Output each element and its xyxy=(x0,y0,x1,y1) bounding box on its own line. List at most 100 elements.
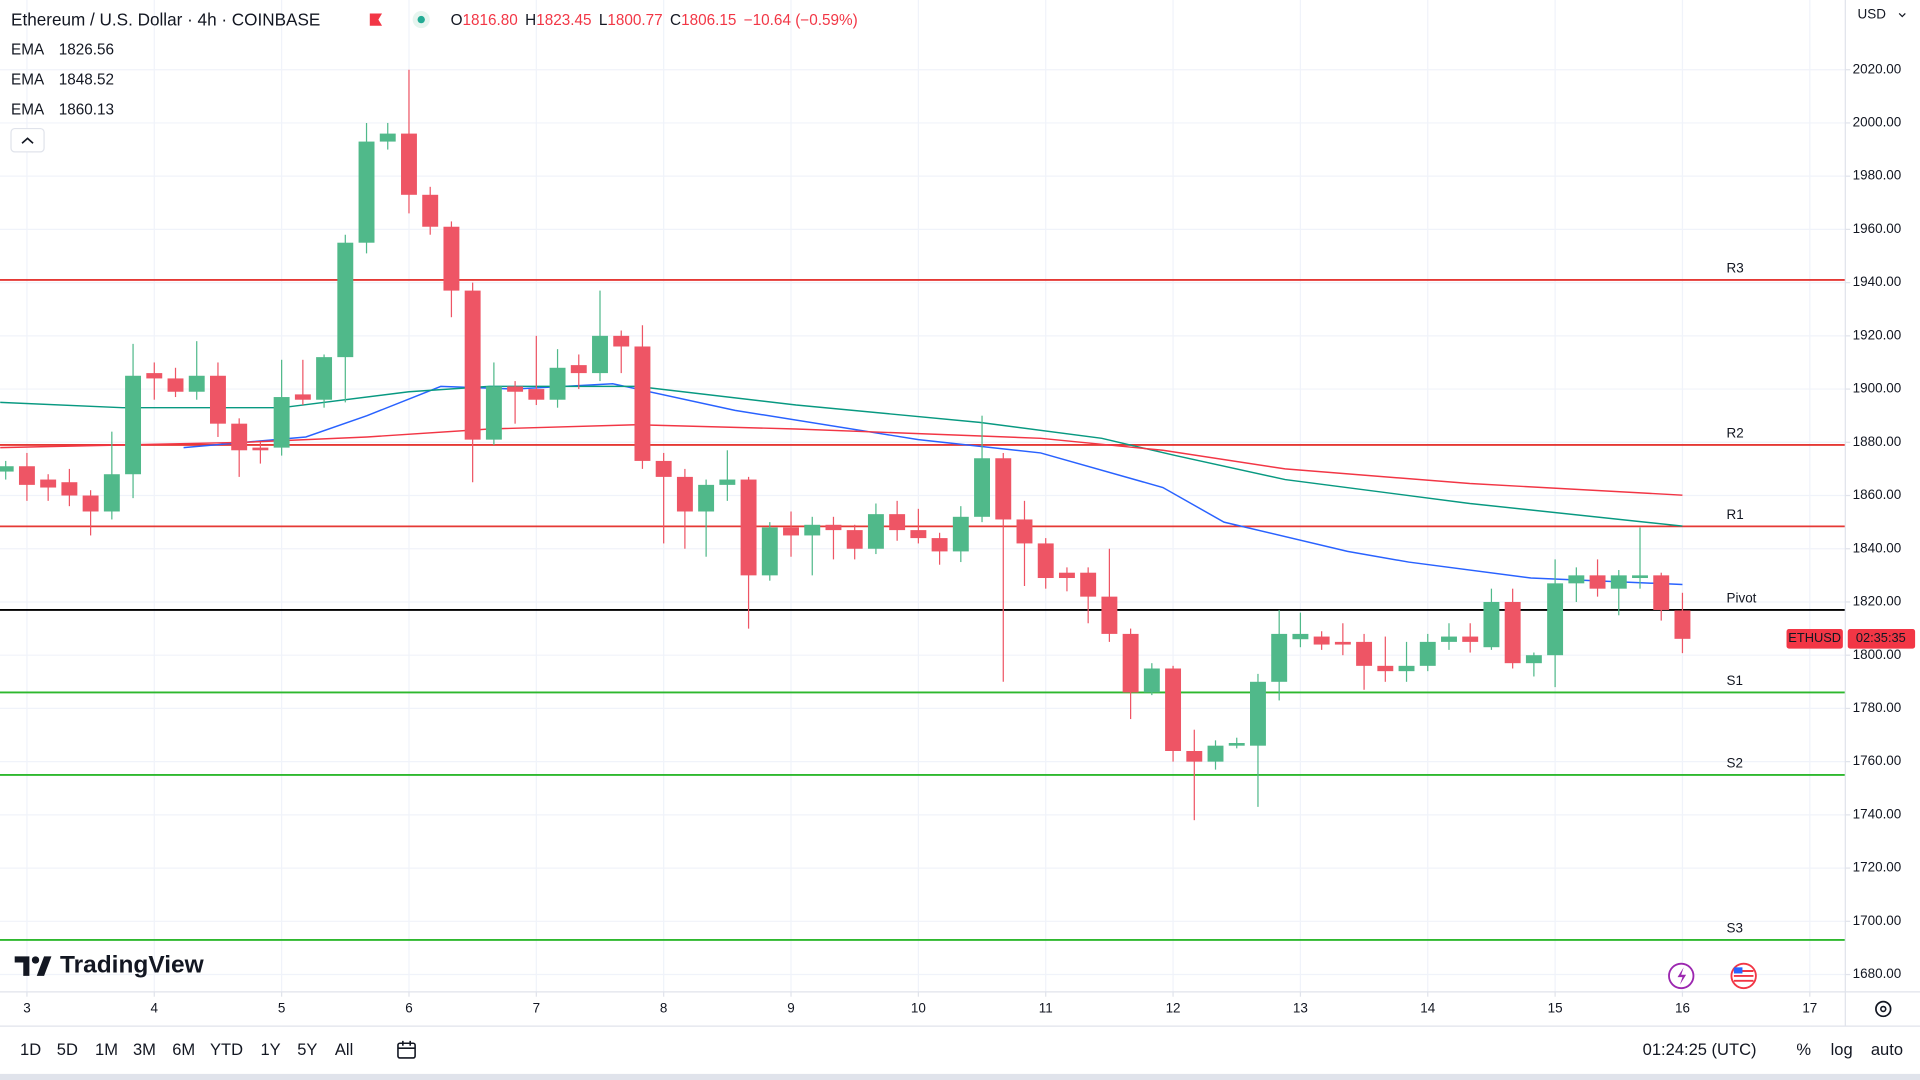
candle-body xyxy=(146,373,163,379)
y-tick-label: 1800.00 xyxy=(1853,647,1902,662)
candle-body xyxy=(1398,665,1415,672)
y-tick-label: 1840.00 xyxy=(1853,540,1902,555)
ohlc-key: C xyxy=(670,12,681,29)
candle-body xyxy=(443,226,460,291)
candle-body xyxy=(231,423,248,451)
ohlc-key: O xyxy=(451,12,463,29)
candle-body xyxy=(783,527,799,536)
candle-body xyxy=(401,133,417,195)
currency[interactable]: USD xyxy=(1858,6,1887,21)
brand-name: TradingView xyxy=(60,952,205,979)
candle-body xyxy=(1080,572,1097,597)
y-tick-label: 1680.00 xyxy=(1853,966,1902,981)
candle-body xyxy=(1122,633,1139,693)
candle-body xyxy=(1165,668,1182,751)
candle-body xyxy=(1441,636,1457,642)
y-tick-label: 1700.00 xyxy=(1853,913,1902,928)
clock: 01:24:25 (UTC) xyxy=(1643,1040,1757,1059)
calendar-icon[interactable] xyxy=(397,1040,416,1059)
scale-option[interactable]: % xyxy=(1796,1040,1811,1059)
ema-name: EMA xyxy=(11,41,45,58)
y-tick-label: 1820.00 xyxy=(1853,594,1902,609)
range-button[interactable]: 3M xyxy=(133,1040,156,1059)
candle-body xyxy=(337,242,354,358)
ema-value: 1848.52 xyxy=(59,71,114,88)
candle-body xyxy=(1186,750,1203,762)
x-tick-label: 3 xyxy=(23,1001,30,1016)
candle-body xyxy=(0,466,14,472)
scale-option[interactable]: auto xyxy=(1871,1040,1903,1059)
candle-body xyxy=(1653,575,1670,610)
candle-body xyxy=(1207,745,1224,762)
candle-body xyxy=(974,458,991,517)
candle-body xyxy=(358,141,375,243)
y-tick-label: 1860.00 xyxy=(1853,487,1902,502)
y-tick-label: 1740.00 xyxy=(1853,806,1902,821)
range-button[interactable]: 1Y xyxy=(261,1040,281,1059)
range-button[interactable]: All xyxy=(335,1040,353,1059)
candle-body xyxy=(1250,681,1266,746)
range-button[interactable]: 5Y xyxy=(297,1040,317,1059)
overlay: 1680.00 1700.00 1720.00 1740.00 1760.00 1780.… xyxy=(23,61,1916,1016)
x-tick-label: 8 xyxy=(660,1001,667,1016)
ohlc-value: 1816.80 xyxy=(463,12,518,29)
candle-body xyxy=(1504,601,1521,664)
toolbar: 1D 5D 1M 3M 6M YTD 1Y 5Y All% log auto xyxy=(20,1040,1903,1059)
candle-body xyxy=(1016,519,1033,544)
x-tick-label: 10 xyxy=(911,1001,926,1016)
range-button[interactable]: YTD xyxy=(210,1040,243,1059)
x-tick-label: 7 xyxy=(533,1001,540,1016)
candle-body xyxy=(655,460,672,477)
ema-value: 1860.13 xyxy=(59,101,114,118)
candle-body xyxy=(549,367,566,400)
candle-body xyxy=(1568,575,1585,584)
grid xyxy=(0,0,1846,992)
candle-body xyxy=(676,476,693,512)
ohlc-change: −10.64 (−0.59%) xyxy=(744,12,858,29)
candle-body xyxy=(1058,572,1075,579)
candle-body xyxy=(719,479,736,485)
range-button[interactable]: 5D xyxy=(57,1040,78,1059)
x-tick-label: 16 xyxy=(1675,1001,1690,1016)
price-tag-bg xyxy=(1786,629,1843,649)
ema-name: EMA xyxy=(11,101,45,118)
collapse-button[interactable] xyxy=(10,127,45,153)
ema-name: EMA xyxy=(11,71,45,88)
candle-body xyxy=(209,375,226,424)
candle-body xyxy=(507,386,524,392)
scale-option[interactable]: log xyxy=(1831,1040,1853,1059)
range-button[interactable]: 1M xyxy=(95,1040,118,1059)
candle-body xyxy=(1101,596,1118,634)
candle-body xyxy=(952,516,969,552)
candle-body xyxy=(698,484,715,512)
ema-line xyxy=(183,383,1683,586)
y-tick-label: 1880.00 xyxy=(1853,434,1902,449)
candle-body xyxy=(804,524,821,536)
x-tick-label: 11 xyxy=(1039,1001,1053,1016)
y-tick-label: 1760.00 xyxy=(1853,753,1902,768)
settings-icon[interactable] xyxy=(1875,1000,1892,1018)
candle-body xyxy=(1228,743,1245,746)
candle-body xyxy=(188,375,205,392)
ohlc-value: 1800.77 xyxy=(607,12,662,29)
candle-body xyxy=(528,389,545,400)
range-button[interactable]: 1D xyxy=(20,1040,41,1059)
candle-body xyxy=(125,375,142,475)
symbol-title[interactable]: Ethereum / U.S. Dollar · 4h · COINBASE xyxy=(11,9,320,29)
range-button[interactable]: 6M xyxy=(172,1040,195,1059)
candle-body xyxy=(1462,636,1479,642)
ohlc-legend: O1816.80 H1823.45 L1800.77 C1806.15 −10.64 (… xyxy=(451,12,858,29)
events-bolt xyxy=(1677,967,1687,985)
ema-line xyxy=(0,423,1683,496)
price-tag-countdown: 02:35:35 xyxy=(1856,630,1906,645)
x-tick-label: 17 xyxy=(1802,1001,1817,1016)
flag-icon[interactable] xyxy=(369,13,383,26)
x-tick-label: 4 xyxy=(151,1001,159,1016)
candle-body xyxy=(167,378,184,392)
candle-body xyxy=(379,133,396,142)
candle-body xyxy=(931,538,948,552)
plot-area: R3 R2 R1 Pivot S1 S2 S3 xyxy=(0,69,1846,941)
pivot-label: S1 xyxy=(1727,673,1743,688)
